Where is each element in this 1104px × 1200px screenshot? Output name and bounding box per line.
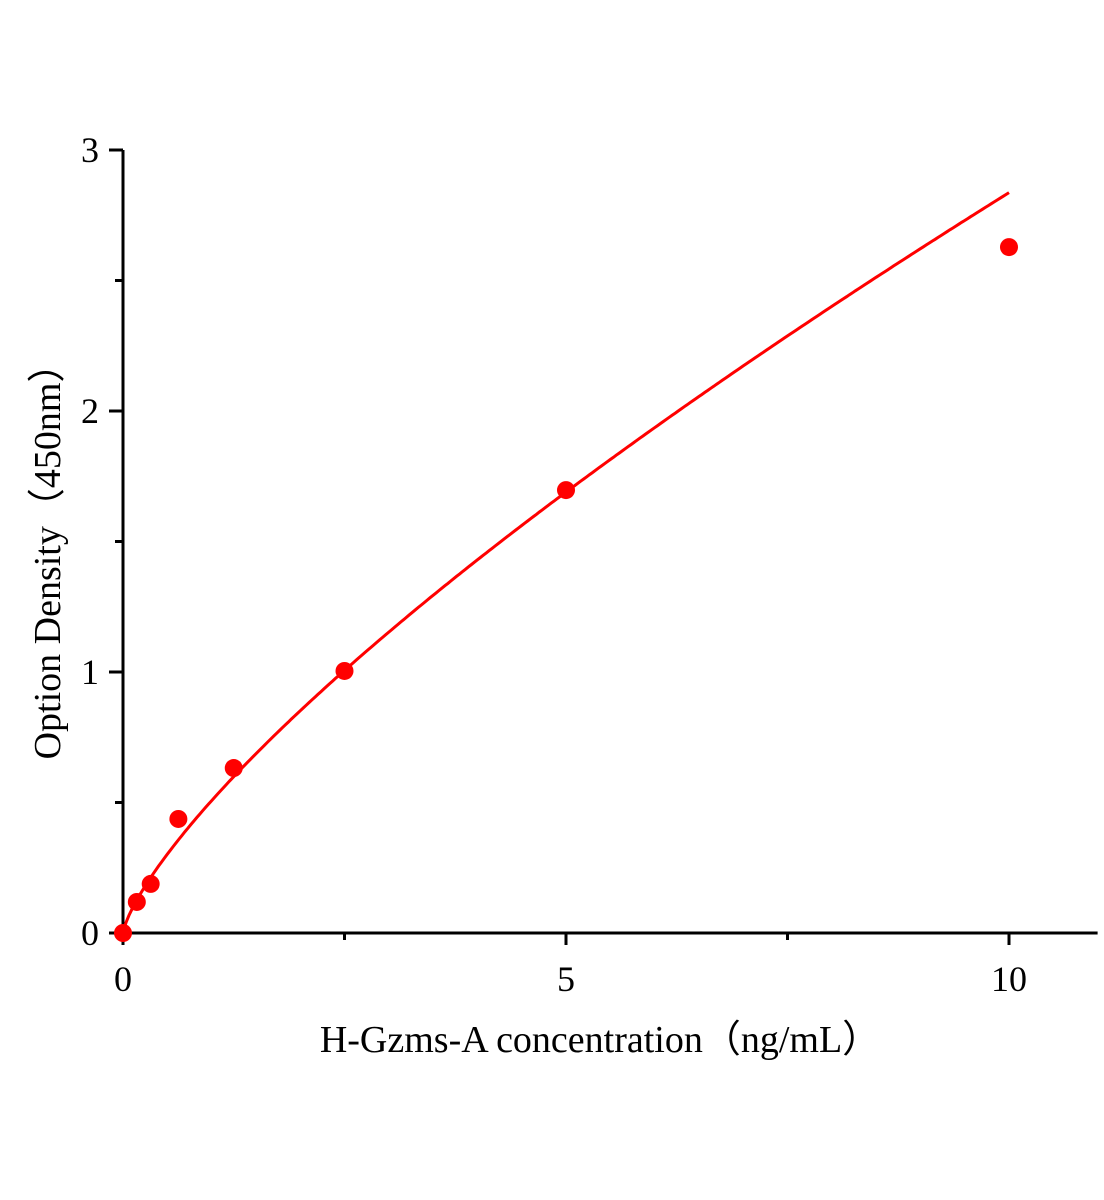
data-point <box>557 481 575 500</box>
y-tick-label: 2 <box>81 391 99 431</box>
x-tick-label: 0 <box>114 959 132 999</box>
data-point <box>169 809 188 828</box>
fit-curve <box>121 191 1010 934</box>
data-point <box>114 924 132 942</box>
y-axis-label: Option Density（450nm） <box>27 345 69 760</box>
y-tick-label: 0 <box>81 913 99 953</box>
data-point <box>127 892 146 911</box>
data-point <box>224 759 243 778</box>
data-point <box>141 874 160 893</box>
axes: 0 5 10 0 1 2 3 <box>81 130 1098 999</box>
y-tick-label: 1 <box>81 652 99 692</box>
x-tick-label: 10 <box>991 959 1027 999</box>
x-tick-label: 5 <box>557 959 575 999</box>
data-point <box>1000 238 1018 257</box>
data-point <box>335 661 354 680</box>
y-tick-label: 3 <box>81 130 99 170</box>
data-points <box>114 238 1018 942</box>
x-axis-label: H-Gzms-A concentration（ng/mL） <box>320 1019 880 1061</box>
